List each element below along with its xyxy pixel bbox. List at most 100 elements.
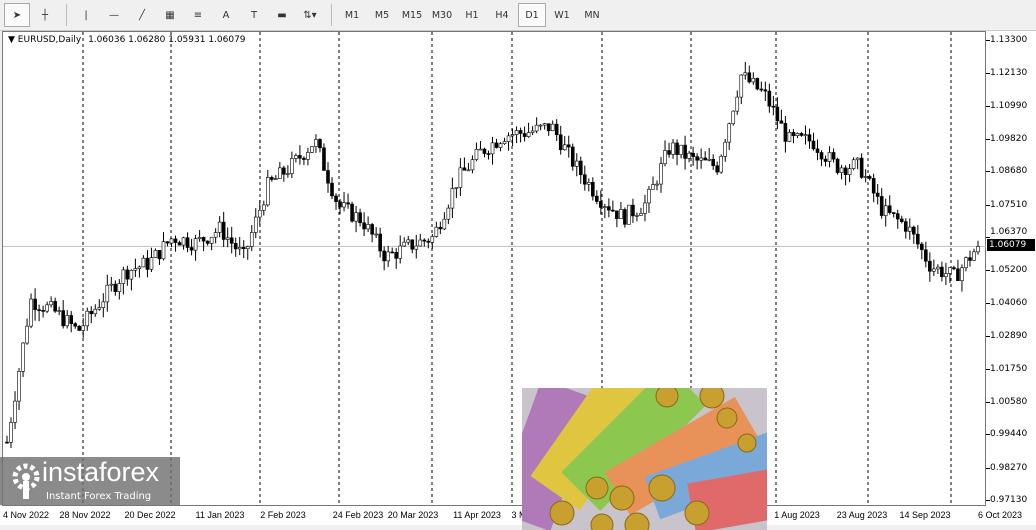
equidistant-channel-tool-button[interactable]: ▦ [157, 3, 183, 27]
candle-body [591, 182, 595, 197]
candle-body [165, 241, 170, 244]
candle-body [968, 257, 972, 261]
candle-body [691, 152, 695, 157]
text-tool-button[interactable]: A [213, 3, 239, 27]
arrows-dropdown-tool-button[interactable]: ⇅▾ [297, 3, 323, 27]
crosshair-tool-button[interactable]: ┼ [32, 3, 58, 27]
candle-body [233, 243, 238, 250]
candle-body [398, 245, 403, 259]
candle-body [450, 188, 455, 209]
x-tick-label: 2 Feb 2023 [260, 510, 306, 520]
candle-body [574, 160, 579, 167]
horizontal-line-tool-button[interactable]: — [101, 3, 127, 27]
time-axis[interactable]: 4 Nov 2022 28 Nov 2022 20 Dec 2022 11 Jan 2… [0, 506, 1036, 525]
candle-body [695, 156, 699, 161]
y-tick-label: 1.05200 [990, 265, 1028, 276]
candle-body [217, 221, 222, 233]
y-tick-label: 1.12130 [990, 68, 1028, 79]
candle-body [482, 148, 487, 154]
candle-body [125, 269, 130, 280]
candle-body [578, 160, 583, 176]
candle-body [382, 250, 386, 262]
candle-body [807, 134, 812, 142]
timeframe-d1[interactable]: D1 [518, 3, 546, 27]
candle-body [928, 260, 932, 272]
timeframe-m5[interactable]: M5 [374, 9, 390, 21]
candle-body [237, 247, 242, 250]
candle-body [727, 123, 732, 143]
candle-body [197, 237, 202, 239]
x-tick-label: 28 Nov 2022 [59, 510, 111, 520]
candle-body [895, 213, 900, 220]
horizontal-line-icon: — [109, 9, 119, 21]
candle-body [57, 310, 61, 312]
candle-body [177, 242, 182, 246]
timeframe-m1[interactable]: M1 [344, 9, 360, 21]
candle-body [595, 195, 599, 202]
candle-body [831, 152, 836, 160]
trendline-tool-button[interactable]: ╱ [129, 3, 155, 27]
x-tick-label: 11 Jan 2023 [195, 510, 245, 520]
candle-body [976, 246, 980, 253]
candle-body [474, 149, 479, 160]
candle-body [406, 239, 411, 243]
candle-body [936, 266, 940, 270]
candle-body [9, 422, 13, 443]
candle-body [899, 218, 904, 222]
cursor-tool-button[interactable]: ➤ [4, 3, 30, 27]
candle-body [699, 157, 703, 161]
candle-body [249, 232, 254, 247]
y-tick-label: 1.00580 [990, 396, 1028, 407]
timeframe-mn[interactable]: MN [584, 9, 600, 21]
candle-body [759, 88, 764, 91]
candle-body [97, 307, 102, 310]
price-chart[interactable]: ▼ EURUSD,Daily 1.06036 1.06280 1.05931 1… [2, 31, 987, 530]
candle-body [703, 157, 707, 161]
candle-body [374, 233, 378, 236]
candle-body [29, 298, 33, 327]
candle-body [835, 158, 840, 173]
candle-body [751, 78, 756, 83]
candle-body [462, 167, 467, 171]
vertical-line-tool-button[interactable]: | [73, 3, 99, 27]
candle-body [334, 195, 338, 202]
timeframe-h4[interactable]: H4 [495, 9, 509, 21]
candle-body [402, 241, 407, 247]
collapse-triangle-icon[interactable]: ▼ [8, 35, 15, 45]
candle-body [109, 283, 114, 286]
timeframe-h1[interactable]: H1 [465, 9, 479, 21]
rectangle-tool-button[interactable]: ▬ [269, 3, 295, 27]
candle-body [85, 310, 90, 327]
candle-body [795, 133, 800, 136]
timeframe-m15[interactable]: M15 [401, 9, 423, 21]
candle-body [514, 130, 519, 135]
candle-body [599, 201, 603, 208]
candle-body [647, 189, 651, 204]
text-label-tool-button[interactable]: T [241, 3, 267, 27]
candle-body [510, 134, 515, 137]
price-axis[interactable]: 1.13300 1.12130 1.10990 1.09820 1.08680 1.075… [986, 31, 1036, 506]
candle-body [779, 120, 784, 124]
instaforex-watermark: instaforex Instant Forex Trading [0, 457, 180, 505]
timeframe-w1[interactable]: W1 [554, 9, 570, 21]
candle-body [566, 144, 571, 148]
candle-body [631, 204, 635, 217]
y-tick [986, 171, 990, 173]
candle-body [133, 268, 138, 271]
candle-body [787, 132, 792, 142]
x-tick-label: 1 Aug 2023 [774, 510, 820, 520]
candle-body [298, 155, 302, 159]
candle-body [940, 266, 944, 278]
candle-body [735, 96, 740, 112]
equidistant-channel-icon: ▦ [165, 9, 175, 21]
candle-body [41, 310, 45, 312]
candle-body [747, 72, 752, 83]
candle-body [169, 238, 174, 244]
candle-body [486, 153, 491, 155]
x-tick-label: 14 Sep 2023 [899, 510, 951, 520]
timeframe-m30[interactable]: M30 [431, 9, 453, 21]
candle-body [21, 342, 25, 372]
toolbar-separator [66, 4, 67, 26]
fibonacci-tool-button[interactable]: ≡ [185, 3, 211, 27]
y-tick-label: 0.97130 [990, 495, 1028, 505]
